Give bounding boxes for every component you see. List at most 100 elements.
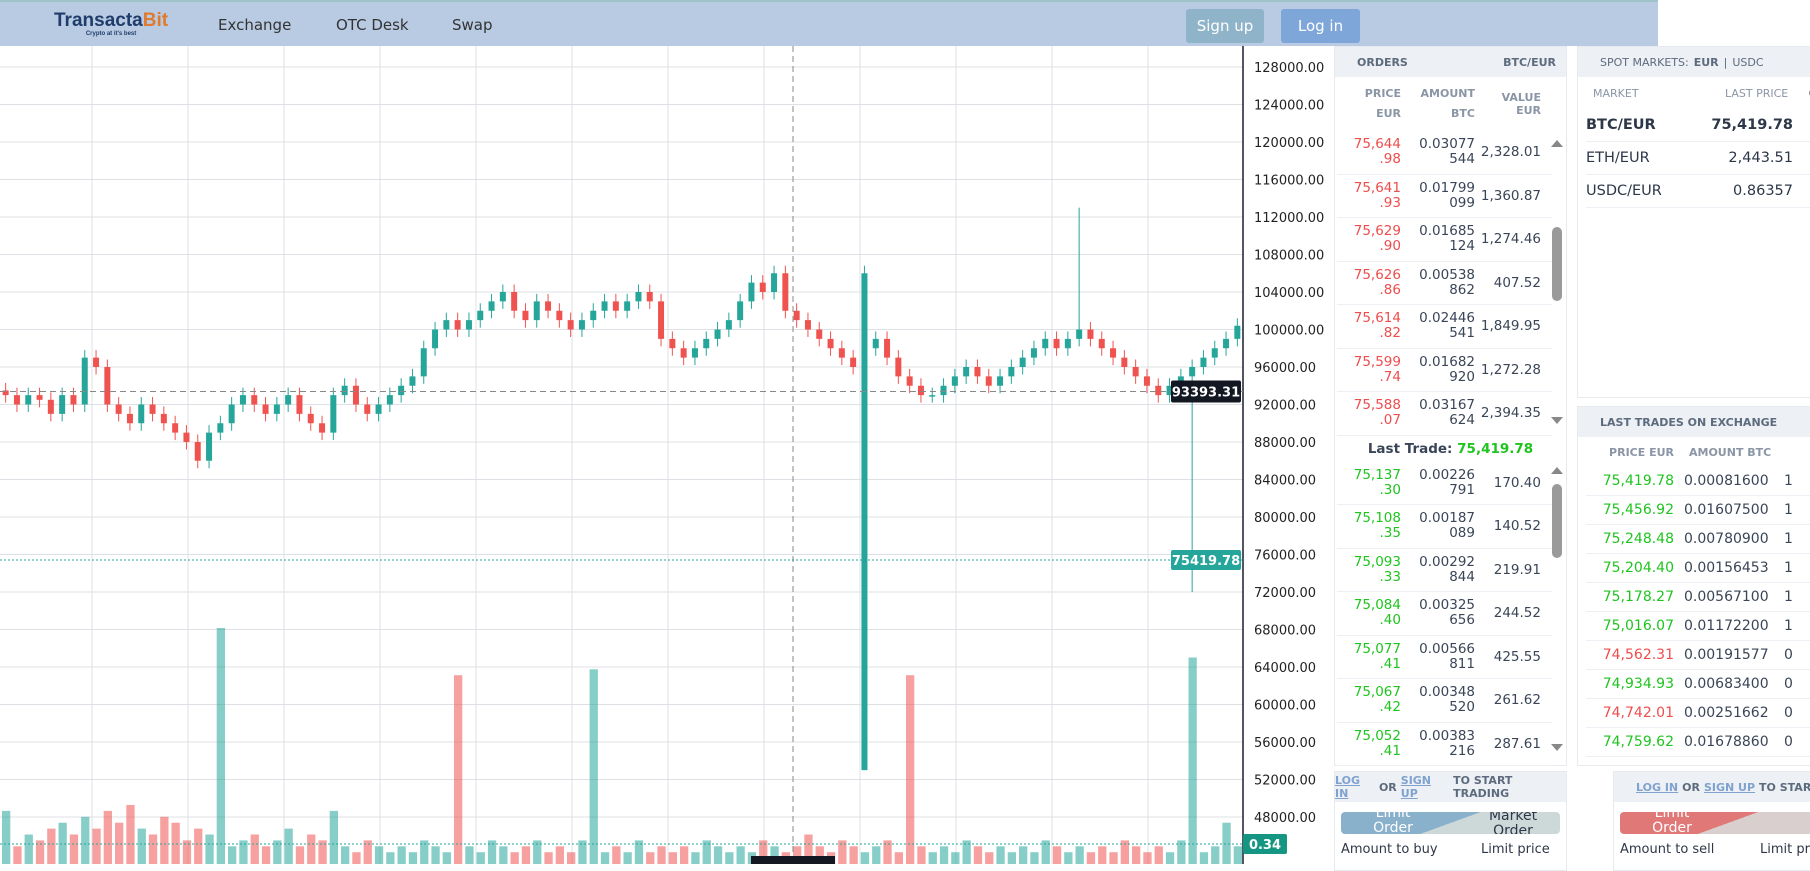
volume-bar [510, 852, 519, 864]
order-row[interactable]: 75,093.33 0.00292 844 219.91 [1337, 549, 1552, 592]
amount-to-buy-label: Amount to buy [1341, 842, 1438, 857]
volume-bar [634, 840, 644, 864]
bids-scrollbar[interactable] [1552, 484, 1562, 558]
volume-bar [872, 846, 881, 864]
order-book-pair: BTC/EUR [1503, 55, 1556, 69]
order-value: 287.61 [1493, 735, 1541, 752]
candle-body [465, 320, 472, 330]
volume-bar [793, 846, 802, 864]
candle-body [251, 395, 258, 405]
asks-scrollbar[interactable] [1552, 227, 1562, 301]
sell-login-link[interactable]: LOG IN [1636, 780, 1679, 794]
volume-bar [250, 834, 259, 864]
volume-bar [1143, 852, 1152, 864]
order-amount: 0.00187 089 [1419, 510, 1475, 542]
nav-exchange[interactable]: Exchange [218, 16, 292, 34]
signup-button[interactable]: Sign up [1186, 9, 1264, 43]
volume-bar [1222, 822, 1231, 864]
candle-body [1155, 385, 1162, 396]
market-row[interactable]: BTC/EUR 75,419.78 [1586, 109, 1810, 142]
order-row[interactable]: 75,077.41 0.00566 811 425.55 [1337, 636, 1552, 679]
spot-columns: MARKET LAST PRICE C [1593, 77, 1810, 109]
trade-row: 75,456.92 0.01607500 1 [1586, 496, 1810, 525]
spot-tab-eur[interactable]: EUR [1693, 55, 1719, 69]
candle-body [70, 395, 77, 405]
candle-body [703, 338, 710, 349]
sell-limit-order-tab[interactable]: Limit Order [1652, 812, 1692, 834]
candle-body [725, 320, 732, 330]
crosshair-price-badge [1171, 380, 1241, 403]
trade-total: 0 [1784, 676, 1793, 692]
asks-scroll-up-icon[interactable] [1551, 140, 1563, 147]
volume-bar [341, 846, 350, 864]
order-row[interactable]: 75,067.42 0.00348 520 261.62 [1337, 679, 1552, 723]
nav-otc-desk[interactable]: OTC Desk [336, 16, 409, 34]
candle-body [850, 357, 857, 367]
price-chart[interactable]: 128000.00 124000.00 120000.00 116000.00 1120… [0, 46, 1334, 864]
sell-order-type-toggle[interactable]: Limit Order [1620, 812, 1810, 834]
crosshair-time-label [751, 856, 835, 864]
trade-total: 1 [1784, 589, 1793, 605]
trade-price: 75,248.48 [1602, 531, 1674, 547]
y-tick-label: 64000.00 [1254, 661, 1316, 676]
last-price-badge [1171, 549, 1241, 570]
volume-bar [2, 810, 11, 864]
buy-prompt-text: TO START TRADING [1453, 774, 1513, 800]
market-row[interactable]: USDC/EUR 0.86357 [1586, 175, 1810, 208]
sell-signup-link[interactable]: SIGN UP [1703, 780, 1756, 794]
order-amount: 0.00292 844 [1419, 553, 1475, 585]
candle-body [771, 273, 778, 292]
asks-scroll-down-icon[interactable] [1551, 417, 1563, 424]
trade-total: 0 [1784, 734, 1793, 750]
nav-swap[interactable]: Swap [452, 16, 493, 34]
order-row[interactable]: 75,629.90 0.01685 124 1,274.46 [1337, 218, 1552, 262]
volume-bar [736, 846, 745, 864]
buy-login-link[interactable]: LOG IN [1335, 774, 1360, 800]
order-row[interactable]: 75,599.74 0.01682 920 1,272.28 [1337, 349, 1552, 392]
candle-body [1143, 376, 1150, 386]
order-row[interactable]: 75,614.82 0.02446 541 1,849.95 [1337, 305, 1552, 349]
bids-scroll-down-icon[interactable] [1551, 744, 1563, 751]
bids-scroll-up-icon[interactable] [1551, 467, 1563, 474]
login-button[interactable]: Log in [1281, 9, 1360, 43]
volume-bar [273, 840, 282, 864]
candle-body [624, 301, 631, 311]
trade-row: 75,016.07 0.01172200 1 [1586, 612, 1810, 641]
order-row[interactable]: 75,137.30 0.00226 791 170.40 [1337, 462, 1552, 505]
volume-bar [261, 846, 271, 864]
candle-body [1030, 348, 1037, 358]
logo[interactable]: TransactaBit Crypto at it's best [54, 10, 168, 37]
candle-body [206, 432, 213, 461]
order-row[interactable]: 75,644.98 0.03077 544 2,328.01 [1337, 131, 1552, 175]
candle-body [1053, 338, 1060, 349]
volume-bar [58, 822, 67, 864]
order-row[interactable]: 75,052.41 0.00383 216 287.61 [1337, 723, 1552, 766]
market-row[interactable]: ETH/EUR 2,443.51 [1586, 142, 1810, 175]
order-row[interactable]: 75,588.07 0.03167 624 2,394.35 [1337, 392, 1552, 436]
volume-badge [1243, 833, 1287, 854]
last-trade: Last Trade: 75,419.78 [1335, 436, 1566, 462]
candle-body [330, 395, 337, 433]
volume-bar [533, 840, 542, 864]
order-row[interactable]: 75,626.86 0.00538 862 407.52 [1337, 262, 1552, 305]
order-row[interactable]: 75,108.35 0.00187 089 140.52 [1337, 505, 1552, 549]
buy-limit-order-tab[interactable]: Limit Order [1373, 812, 1413, 834]
y-tick-label: 100000.00 [1254, 324, 1324, 339]
candle-body [782, 273, 789, 311]
candle-body [81, 357, 88, 405]
buy-limit-price-label: Limit price [1481, 842, 1550, 857]
candle-body [940, 385, 947, 396]
order-row[interactable]: 75,084.40 0.00325 656 244.52 [1337, 592, 1552, 636]
order-price: 75,077.41 [1353, 640, 1401, 672]
spot-tab-usdc[interactable]: USDC [1732, 55, 1764, 69]
buy-market-order-tab[interactable]: Market Order [1488, 812, 1538, 834]
buy-order-type-toggle[interactable]: Limit Order Market Order [1341, 812, 1560, 834]
y-tick-label: 124000.00 [1254, 99, 1324, 114]
volume-bar [917, 846, 926, 864]
candle-body [341, 385, 348, 396]
buy-signup-link[interactable]: SIGN UP [1400, 774, 1432, 800]
candle-body [296, 395, 303, 414]
order-row[interactable]: 75,641.93 0.01799 099 1,360.87 [1337, 175, 1552, 218]
volume-bar [13, 846, 22, 864]
trade-amount: 0.00156453 [1684, 560, 1769, 576]
